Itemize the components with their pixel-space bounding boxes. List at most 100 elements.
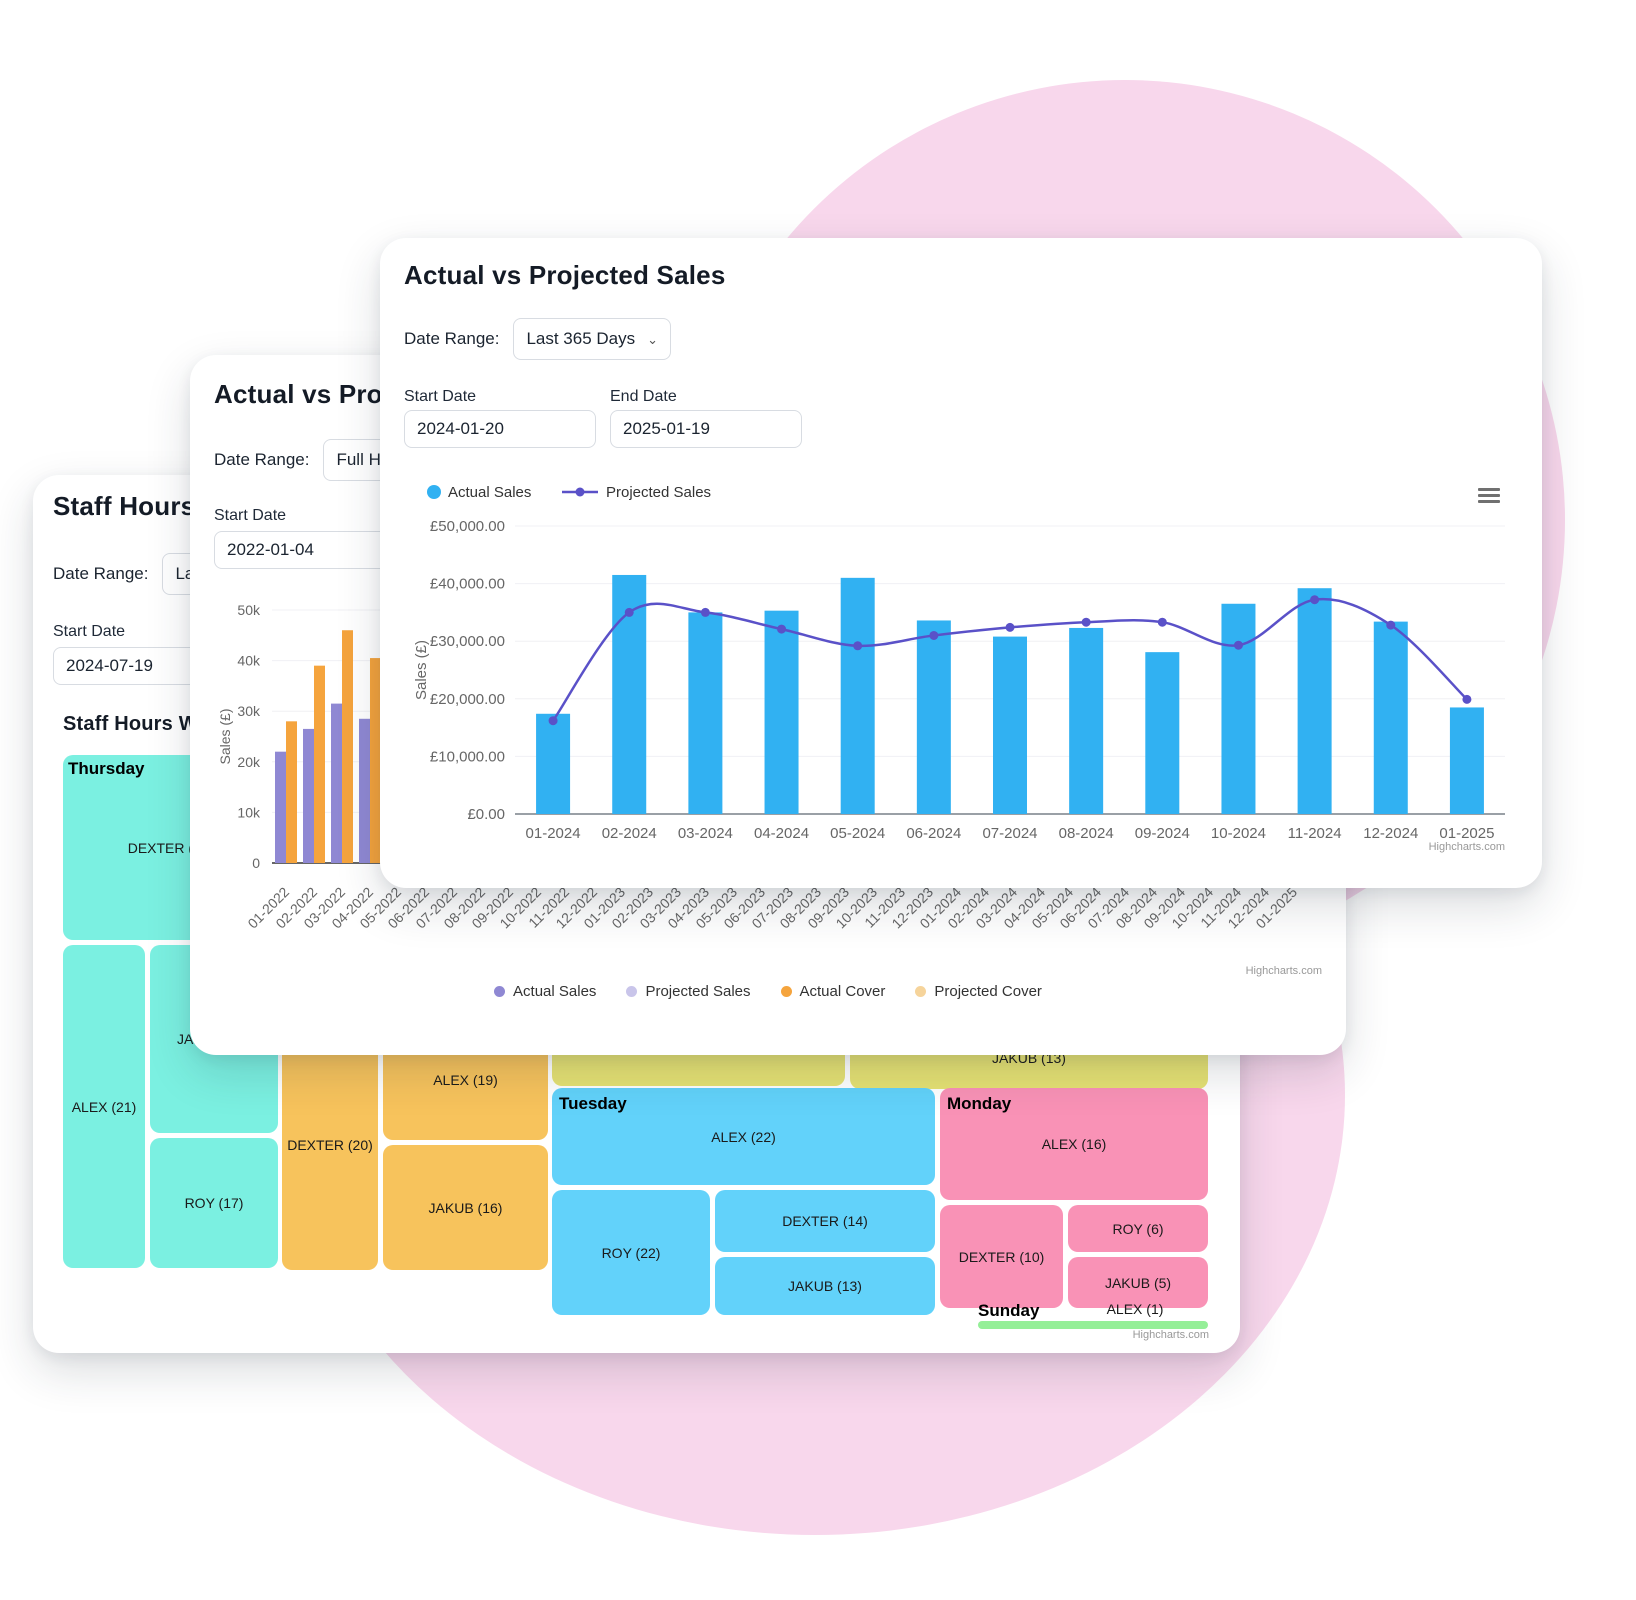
chart-context-menu-icon[interactable] (1478, 488, 1500, 506)
projected-sales-marker (1233, 640, 1243, 650)
sales-365-card: Actual vs Projected Sales Date Range: La… (380, 238, 1542, 888)
svg-text:20k: 20k (237, 754, 261, 770)
legend-item[interactable]: Actual Sales (494, 983, 596, 1000)
legend-label: Projected Cover (934, 983, 1042, 1000)
start-date-label: Start Date (404, 388, 477, 405)
projected-sales-marker (548, 716, 558, 726)
treemap-day-header: Sunday (978, 1301, 1040, 1320)
actual-sales-bar (688, 612, 723, 814)
svg-text:02-2024: 02-2024 (602, 825, 657, 842)
svg-text:04-2024: 04-2024 (754, 825, 809, 842)
legend-item[interactable]: Projected Cover (915, 983, 1042, 1000)
svg-text:30k: 30k (237, 703, 261, 719)
projected-sales-marker (777, 624, 787, 634)
end-date-label: End Date (610, 388, 677, 405)
treemap-box: JAKUB (5) (1068, 1257, 1208, 1308)
actual-sales-bar (303, 728, 314, 863)
treemap-box (978, 1321, 1208, 1329)
svg-text:£10,000.00: £10,000.00 (430, 748, 505, 765)
legend-projected-sales-icon (575, 487, 585, 497)
highcharts-credits[interactable]: Highcharts.com (1245, 965, 1322, 977)
projected-sales-marker (1081, 617, 1091, 627)
svg-text:£30,000.00: £30,000.00 (430, 633, 505, 650)
svg-text:50k: 50k (237, 602, 261, 618)
svg-text:01-2024: 01-2024 (526, 825, 581, 842)
legend-label: Actual Sales (513, 983, 597, 1000)
svg-text:12-2024: 12-2024 (1363, 825, 1418, 842)
actual-sales-bar (1449, 707, 1484, 814)
svg-text:08-2024: 08-2024 (1059, 825, 1114, 842)
treemap-box: DEXTER (14) (715, 1190, 935, 1252)
svg-text:Highcharts.com: Highcharts.com (1429, 841, 1505, 853)
projected-sales-marker (1386, 620, 1396, 630)
projected-sales-marker (929, 630, 939, 640)
start-date-label: Start Date (214, 507, 287, 524)
treemap-box: ROY (22) (552, 1190, 710, 1315)
legend-marker-icon (626, 986, 638, 997)
svg-text:06-2024: 06-2024 (906, 825, 961, 842)
svg-text:£40,000.00: £40,000.00 (430, 576, 505, 593)
actual-cover-bar (342, 630, 353, 863)
projected-sales-marker (1157, 617, 1167, 627)
legend-label: Actual Cover (799, 983, 886, 1000)
treemap-box: JAKUB (13) (715, 1257, 935, 1315)
svg-text:07-2024: 07-2024 (982, 825, 1037, 842)
legend-label: Projected Sales (645, 983, 751, 1000)
svg-text:Sales (£): Sales (£) (217, 708, 233, 764)
legend-actual-sales-icon (427, 485, 441, 499)
svg-text:£20,000.00: £20,000.00 (430, 691, 505, 708)
treemap-box: ALEX (22) (552, 1088, 935, 1185)
legend-marker-icon (494, 986, 506, 997)
treemap-box: ALEX (21) (63, 945, 145, 1268)
page-title: Actual vs Projected Sales (404, 260, 726, 290)
actual-cover-bar (314, 665, 325, 863)
date-range-label: Date Range: (404, 329, 500, 348)
projected-sales-marker (1310, 595, 1320, 605)
start-date-label: Start Date (53, 623, 126, 640)
date-range-select[interactable]: Last 365 Days ⌄ (513, 318, 672, 360)
svg-text:05-2024: 05-2024 (830, 825, 885, 842)
svg-text:Actual Sales: Actual Sales (448, 484, 531, 501)
projected-sales-marker (853, 641, 863, 651)
actual-sales-bar (764, 610, 799, 814)
actual-sales-bar (1373, 621, 1408, 814)
projected-sales-marker (624, 607, 634, 617)
svg-text:Projected Sales: Projected Sales (606, 484, 711, 501)
svg-text:09-2024: 09-2024 (1135, 825, 1190, 842)
start-date-input[interactable] (214, 531, 406, 569)
actual-sales-bar (993, 636, 1027, 814)
treemap-box: ROY (6) (1068, 1205, 1208, 1252)
date-range-value: Last 365 Days (526, 329, 636, 348)
legend-item[interactable]: Actual Cover (780, 983, 886, 1000)
actual-sales-bar (359, 718, 370, 863)
actual-sales-bar (1221, 603, 1256, 814)
legend-item[interactable]: Projected Sales (626, 983, 751, 1000)
actual-sales-bar (1145, 652, 1180, 814)
actual-sales-bar (916, 620, 951, 814)
treemap-box: ALEX (16) (940, 1088, 1208, 1200)
treemap-box: JAKUB (16) (383, 1145, 548, 1270)
actual-cover-bar (286, 721, 297, 863)
start-date-input[interactable] (404, 410, 596, 448)
svg-text:Sales (£): Sales (£) (413, 640, 430, 700)
treemap-day-header: Monday (947, 1094, 1012, 1113)
svg-text:40k: 40k (237, 653, 261, 669)
projected-sales-marker (1005, 622, 1015, 632)
svg-text:0: 0 (252, 855, 260, 871)
treemap-box: DEXTER (20) (282, 1020, 378, 1270)
svg-text:03-2024: 03-2024 (678, 825, 733, 842)
chevron-down-icon: ⌄ (647, 331, 659, 347)
date-range-label: Date Range: (214, 450, 310, 469)
chart-legend[interactable]: Actual Sales Projected Sales Actual Cover P… (190, 983, 1346, 1000)
treemap-label: ALEX (1) (1106, 1301, 1164, 1317)
end-date-input[interactable] (610, 410, 802, 448)
svg-text:£50,000.00: £50,000.00 (430, 518, 505, 535)
projected-sales-marker (1462, 694, 1472, 704)
actual-sales-bar (536, 713, 571, 814)
highcharts-credits[interactable]: Highcharts.com (1132, 1329, 1209, 1341)
projected-sales-marker (700, 607, 710, 617)
actual-sales-bar (1069, 627, 1104, 814)
treemap-box: DEXTER (10) (940, 1205, 1063, 1308)
actual-sales-bar (331, 703, 342, 863)
sales-column-chart: £0.00 £10,000.00 £20,000.00 £30,000.00 £40,0… (413, 484, 1505, 853)
